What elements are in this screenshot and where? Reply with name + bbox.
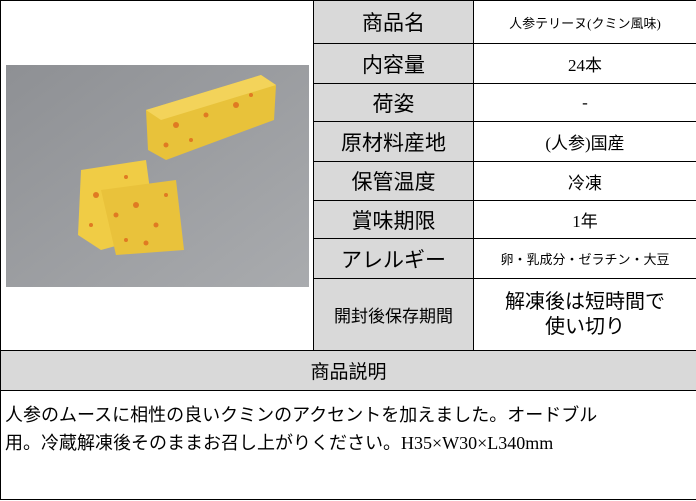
row-label: 内容量 xyxy=(313,43,474,84)
value-line: 卵・乳成分・ゼラチン・大豆 xyxy=(500,252,670,267)
description-row: 人参のムースに相性の良いクミンのアクセントを加えました。オードブル 用。冷蔵解凍後… xyxy=(0,390,696,500)
description-line: 人参のムースに相性の良いクミンのアクセントを加えました。オードブル xyxy=(5,405,598,425)
value-line: 人参テリーヌ(クミン風味) xyxy=(509,15,661,31)
table-row: アレルギー 卵・乳成分・ゼラチン・大豆 xyxy=(1,238,696,279)
table-row: 保管温度 冷凍 xyxy=(1,161,696,201)
table-row: 開封後保存期間 解凍後は短時間で 使い切り xyxy=(1,278,696,351)
description: 人参のムースに相性の良いクミンのアクセントを加えました。オードブル 用。冷蔵解凍後… xyxy=(0,390,696,500)
table-row: 原材料産地 (人参)国産 xyxy=(1,121,696,162)
value-line: 使い切り xyxy=(545,315,625,338)
description-line: 用。冷蔵解凍後そのままお召し上がりください。H35×W30×L340mm xyxy=(5,433,554,453)
row-label: 原材料産地 xyxy=(313,121,474,162)
row-label: 荷姿 xyxy=(313,83,474,122)
row-label: 開封後保存期間 xyxy=(313,278,474,351)
row-label: アレルギー xyxy=(313,238,474,279)
row-label: 商品名 xyxy=(313,0,474,44)
value-line: 解凍後は短時間で xyxy=(505,290,665,313)
table-row: 商品名 人参テリーヌ(クミン風味) xyxy=(0,0,696,351)
row-value: 冷凍 xyxy=(473,161,696,201)
table-row: 荷姿 - xyxy=(1,83,696,122)
description-header-row: 商品説明 xyxy=(0,350,696,391)
table-row: 内容量 24本 xyxy=(1,43,696,84)
row-value: (人参)国産 xyxy=(473,121,696,162)
value-line: - xyxy=(582,92,588,112)
row-value: 1年 xyxy=(473,200,696,239)
row-label: 賞味期限 xyxy=(313,200,474,239)
value-line: 冷凍 xyxy=(568,173,602,193)
row-label: 保管温度 xyxy=(313,161,474,201)
product-photo xyxy=(5,64,309,287)
product-photo-cell xyxy=(0,0,314,351)
row-value: 人参テリーヌ(クミン風味) xyxy=(473,0,696,44)
row-value: 24本 xyxy=(473,43,696,84)
value-line: (人参)国産 xyxy=(545,134,625,153)
row-value: 卵・乳成分・ゼラチン・大豆 xyxy=(473,238,696,279)
value-line: 1年 xyxy=(572,212,598,231)
row-value: 解凍後は短時間で 使い切り xyxy=(473,278,696,351)
description-header: 商品説明 xyxy=(0,350,696,391)
row-value: - xyxy=(473,83,696,122)
value-line: 24本 xyxy=(568,56,602,75)
